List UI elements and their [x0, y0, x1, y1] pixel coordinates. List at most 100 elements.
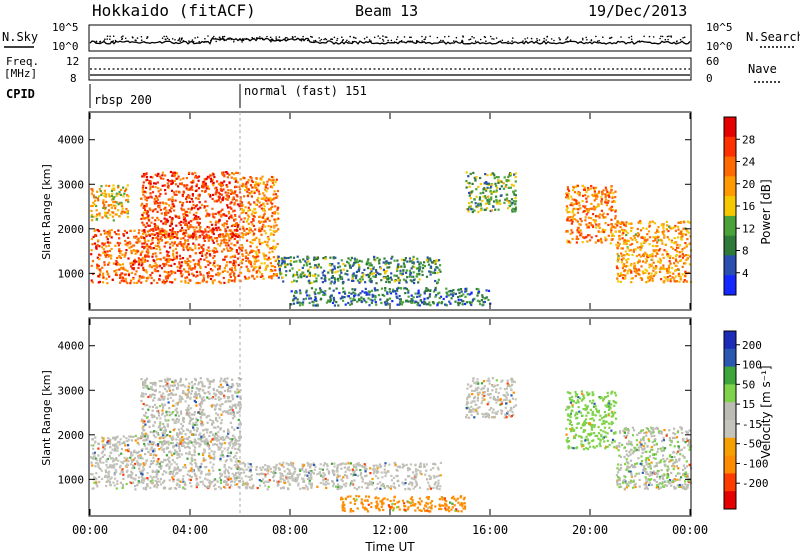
power-cell — [230, 242, 233, 245]
power-cell — [254, 181, 257, 184]
power-cell — [240, 218, 243, 221]
power-cell — [486, 207, 489, 210]
power-cell — [274, 221, 277, 224]
power-cell — [216, 180, 219, 183]
power-cell — [194, 174, 197, 177]
power-cell — [290, 303, 293, 306]
power-cell — [329, 282, 332, 285]
nsearch-dot — [166, 37, 169, 40]
power-cell — [223, 258, 226, 261]
power-cell — [111, 278, 114, 281]
velocity-cell — [168, 487, 171, 490]
power-cell — [314, 297, 317, 300]
power-cell — [108, 275, 111, 278]
power-cell — [133, 281, 136, 284]
power-cell — [654, 273, 657, 276]
power-cell — [468, 185, 471, 188]
power-cell — [258, 265, 261, 268]
velocity-cell — [192, 433, 195, 436]
velocity-cell — [212, 433, 215, 436]
power-cell — [202, 277, 205, 280]
power-cell — [585, 190, 588, 194]
power-cell — [227, 244, 230, 247]
velocity-cell — [127, 474, 130, 477]
power-cell — [403, 264, 406, 267]
power-cell — [606, 201, 609, 204]
power-cell — [171, 200, 174, 203]
power-cell — [140, 258, 143, 262]
velocity-cell — [162, 422, 165, 425]
power-cell — [569, 204, 572, 207]
power-cell — [629, 243, 632, 246]
power-cell — [119, 256, 122, 260]
power-cell — [502, 187, 506, 190]
power-cell — [365, 263, 368, 266]
power-cell — [490, 192, 493, 195]
power-cell — [116, 256, 119, 259]
power-cell — [579, 207, 582, 210]
nsearch-dot — [683, 36, 686, 39]
power-cell — [577, 226, 580, 229]
power-cell — [585, 197, 588, 200]
power-cell — [260, 273, 264, 276]
nsearch-dot — [382, 38, 384, 41]
power-cell — [136, 238, 139, 241]
power-cell — [242, 183, 245, 186]
power-cell — [295, 291, 298, 294]
power-cell — [118, 215, 121, 218]
power-cell — [514, 172, 517, 175]
power-cell — [375, 303, 378, 306]
power-cell — [190, 208, 193, 211]
power-cell — [213, 237, 217, 240]
power-cell — [291, 280, 294, 284]
power-cell — [268, 208, 271, 211]
velocity-cell — [112, 459, 115, 462]
velocity-cell — [170, 437, 173, 440]
nsearch-dot — [241, 41, 243, 43]
velocity-cell — [122, 435, 125, 438]
power-cell — [101, 216, 104, 219]
power-cell — [175, 235, 178, 238]
power-cell — [683, 262, 686, 265]
power-cell — [357, 264, 361, 267]
power-cell — [148, 224, 151, 227]
velocity-cell — [126, 469, 129, 472]
power-cell — [104, 211, 107, 214]
power-cell — [185, 177, 188, 180]
power-cell — [616, 266, 619, 269]
velocity-cell — [115, 457, 118, 460]
power-cell — [448, 300, 451, 303]
power-cell — [190, 197, 193, 201]
power-cell — [229, 268, 232, 271]
power-cell — [226, 198, 229, 201]
power-cell — [236, 195, 239, 198]
nsearch-dot — [213, 35, 215, 38]
power-cell — [295, 260, 298, 263]
power-cell — [567, 216, 570, 219]
power-cell — [354, 277, 358, 280]
power-cell — [272, 179, 275, 182]
power-cell — [617, 256, 620, 259]
power-cell — [369, 271, 372, 274]
power-cell — [237, 274, 240, 277]
velocity-cell — [203, 413, 206, 416]
nsearch-dot — [543, 37, 545, 40]
power-cell — [600, 237, 603, 240]
nsearch-dot — [255, 37, 258, 39]
nsearch-dot — [536, 38, 538, 40]
power-cell — [333, 299, 336, 303]
velocity-cell — [130, 470, 133, 473]
power-cell — [207, 193, 210, 196]
velocity-cell — [190, 454, 194, 457]
power-ytick-label: 3000 — [58, 178, 85, 191]
power-cell — [365, 293, 368, 296]
power-cell — [415, 267, 419, 270]
power-cell — [187, 281, 190, 285]
power-cell — [174, 271, 177, 274]
power-cell — [99, 270, 102, 273]
nsearch-dot — [582, 39, 584, 41]
power-cell — [302, 298, 305, 301]
velocity-cell — [199, 465, 202, 469]
power-cell — [131, 263, 135, 266]
power-cell — [118, 193, 121, 196]
